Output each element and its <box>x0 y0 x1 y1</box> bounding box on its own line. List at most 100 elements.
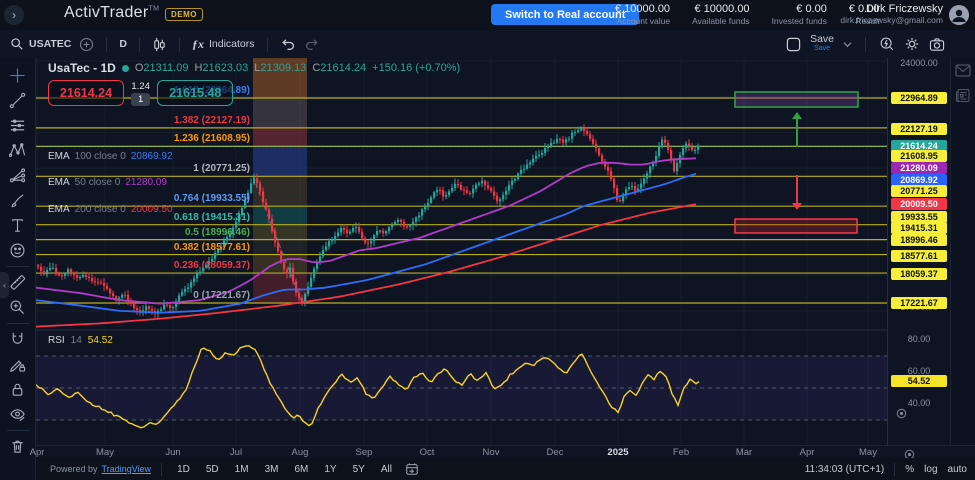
tool-magnet[interactable] <box>5 327 31 352</box>
news-icon[interactable] <box>955 88 972 105</box>
tool-crosshair[interactable] <box>5 63 31 88</box>
ema-params: 50 close 0 <box>74 177 121 188</box>
ohlc-key: L <box>254 62 261 74</box>
avatar[interactable] <box>949 5 969 25</box>
ohlc-value: 21623.03 <box>202 62 249 74</box>
market-open-dot <box>121 64 129 72</box>
text-icon <box>12 219 23 232</box>
sell-button[interactable]: 21614.24 <box>48 80 124 106</box>
range-button-all[interactable]: All <box>380 463 392 475</box>
fib-level-label: 1.382 (22127.19) <box>173 114 250 126</box>
ema-legend-row[interactable]: EMA 50 close 0 21280.09 <box>48 177 167 188</box>
zoom-in-icon <box>10 300 25 315</box>
account-stat: € 0.00 Result <box>849 3 880 26</box>
app-logo: ActivTraderTM <box>64 4 160 21</box>
ohlc-value: 21614.24 <box>320 62 367 74</box>
symbol-label[interactable]: UsaTec - 1D <box>48 61 116 75</box>
tool-zoom-in[interactable] <box>5 295 31 320</box>
quick-alert-icon[interactable] <box>879 36 895 52</box>
right-panel-strip <box>950 58 975 458</box>
tool-remove-drawings[interactable] <box>5 434 31 459</box>
range-button-1d[interactable]: 1D <box>177 463 190 475</box>
account-stat: € 10000.00 Available funds <box>692 3 750 26</box>
range-button-3m[interactable]: 3M <box>264 463 279 475</box>
rsi-tick-label: 80.00 <box>907 334 931 344</box>
quantity-field[interactable]: 1 <box>131 92 151 106</box>
user-name: Dirk Friczewsky <box>866 3 943 15</box>
ema-name: EMA <box>48 177 70 188</box>
ohlc-values: O21311.09 H21623.03 L21309.13 C21614.24 <box>135 62 366 74</box>
zone-box <box>734 91 859 108</box>
save-menu-chevron-icon[interactable] <box>843 41 852 48</box>
range-button-1m[interactable]: 1M <box>234 463 249 475</box>
camera-icon[interactable] <box>929 37 945 52</box>
demo-badge: DEMO <box>165 8 203 21</box>
timeframe-button[interactable]: D <box>119 38 127 50</box>
range-button-1y[interactable]: 1Y <box>324 463 337 475</box>
chart-canvas[interactable]: UsaTec - 1D O21311.09 H21623.03 L21309.13 C… <box>36 58 887 445</box>
chart-style-icon[interactable] <box>152 37 167 52</box>
horizontal-lines-icon <box>10 119 25 132</box>
brush-icon <box>11 194 24 208</box>
tool-brush[interactable] <box>5 188 31 213</box>
switch-to-real-button[interactable]: Switch to Real account <box>491 4 640 25</box>
redo-icon[interactable] <box>304 37 320 51</box>
time-axis[interactable]: Apr May Jun Jul Aug Sep Oct Nov Dec 2025 Feb Mar Apr… <box>30 445 975 460</box>
price-axis[interactable]: 24000.0017000.0080.0060.0040.0022964.892… <box>887 58 951 445</box>
chart-toolbar: USATEC D ƒx Indicators Save Save <box>0 30 975 59</box>
symbol-search[interactable]: USATEC <box>10 37 71 51</box>
draw-lock-icon <box>10 360 26 372</box>
add-symbol-icon[interactable] <box>79 37 94 52</box>
settings-gear-icon[interactable] <box>904 36 920 52</box>
range-button-5d[interactable]: 5D <box>205 463 219 475</box>
stat-label: Account value <box>616 16 671 26</box>
percent-scale-button[interactable]: % <box>905 463 915 475</box>
ema-legend-row[interactable]: EMA 100 close 0 20869.92 <box>48 151 173 162</box>
tool-ruler[interactable] <box>5 270 31 295</box>
tool-draw-lock[interactable] <box>5 352 31 377</box>
tool-emoji[interactable] <box>5 238 31 263</box>
range-button-6m[interactable]: 6M <box>294 463 309 475</box>
rsi-tick-label: 40.00 <box>907 398 931 408</box>
save-button[interactable]: Save Save <box>810 33 834 52</box>
rsi-value-chip: 54.52 <box>891 375 947 387</box>
buy-button[interactable]: 21615.48 <box>157 80 234 106</box>
month-label: Oct <box>419 447 435 458</box>
log-scale-button[interactable]: log <box>924 463 938 475</box>
tool-trend-line[interactable] <box>5 88 31 113</box>
indicators-button[interactable]: ƒx Indicators <box>191 36 255 51</box>
layout-icon[interactable] <box>786 37 801 52</box>
tool-xabcd-pattern[interactable] <box>5 138 31 163</box>
stat-value: € 10000.00 <box>615 3 671 15</box>
tool-horizontal-lines[interactable] <box>5 113 31 138</box>
tool-text[interactable] <box>5 213 31 238</box>
tradingview-link[interactable]: TradingView <box>101 464 152 474</box>
ema-legend-row[interactable]: EMA 200 close 0 20009.50 <box>48 204 173 215</box>
crosshair-icon <box>10 68 25 83</box>
tool-lock-all[interactable] <box>5 377 31 402</box>
ema-value: 20009.50 <box>130 204 173 215</box>
toolbar-divider <box>6 266 29 267</box>
month-label: Jul <box>229 447 243 458</box>
price-scale-settings-icon[interactable] <box>896 406 907 424</box>
auto-scale-button[interactable]: auto <box>947 463 967 475</box>
toolbar-divider <box>6 430 29 431</box>
ema-100-line <box>36 173 697 314</box>
tool-forecast[interactable] <box>5 163 31 188</box>
expand-panel-icon[interactable]: › <box>4 5 24 25</box>
price-axis-chip: 22964.89 <box>891 92 947 104</box>
mail-icon[interactable] <box>955 64 972 81</box>
tool-hide-drawings[interactable] <box>5 402 31 427</box>
collapse-watchlist-icon[interactable]: ‹ <box>0 272 9 298</box>
month-label: Jun <box>165 447 181 458</box>
user-info[interactable]: Dirk Friczewsky dirk.friczewsky@gmail.co… <box>840 3 943 25</box>
price-axis-chip: 18996.46 <box>891 234 947 246</box>
undo-icon[interactable] <box>280 37 296 51</box>
go-to-date-icon[interactable] <box>405 462 419 476</box>
account-stat: € 10000.00 Account value <box>615 3 670 26</box>
rsi-legend[interactable]: RSI 14 54.52 <box>48 335 113 346</box>
range-button-5y[interactable]: 5Y <box>352 463 365 475</box>
stat-value: € 10000.00 <box>694 3 750 15</box>
fib-band <box>253 58 307 303</box>
